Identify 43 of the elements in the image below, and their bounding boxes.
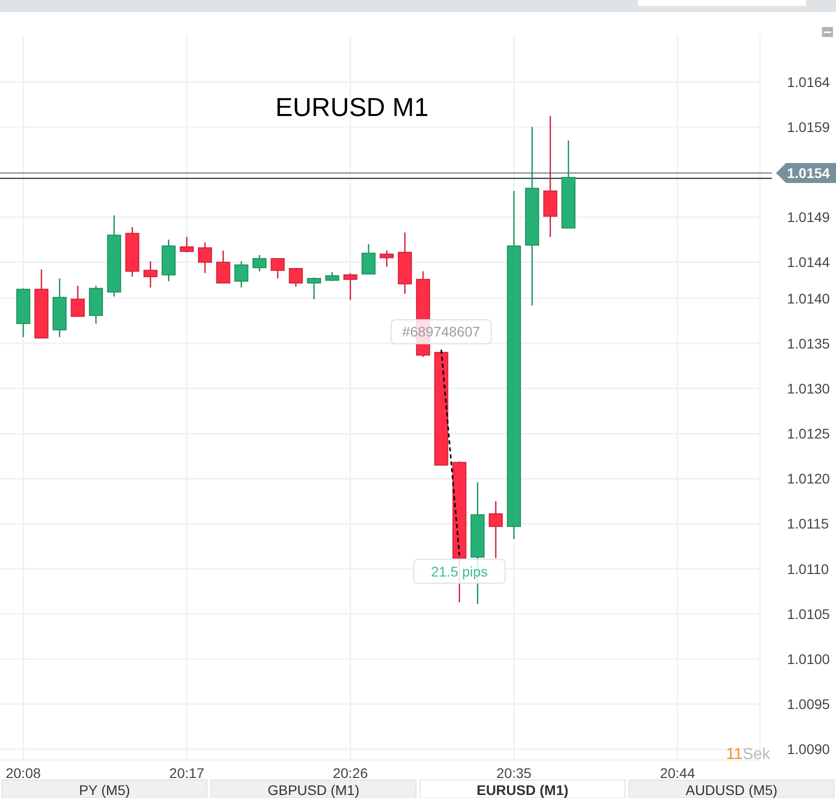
candlestick	[143, 260, 158, 288]
x-tick-label: 20:44	[660, 765, 696, 781]
annotation: 21.5 pips	[431, 563, 488, 580]
candlestick	[270, 258, 285, 280]
candlestick	[216, 250, 230, 284]
candlestick	[488, 500, 503, 559]
y-tick-label: 1.0110	[787, 560, 829, 577]
x-tick-label: 20:08	[6, 765, 41, 781]
y-tick-label: 1.0120	[787, 470, 830, 487]
y-tick-label: 1.0090	[787, 741, 830, 758]
text: GBPUSD (M1)	[268, 782, 360, 798]
x-tick-label: 20:26	[332, 765, 368, 781]
candlestick	[234, 260, 248, 288]
y-tick-label: 1.0144	[787, 254, 830, 270]
annotation: 11Sek	[726, 746, 772, 763]
candlestick	[343, 272, 358, 301]
y-tick-label: 1.0095	[787, 696, 830, 712]
text: PY (M5)	[78, 782, 130, 798]
x-tick-label: 20:35	[496, 765, 532, 781]
candlestick	[180, 236, 194, 253]
candlestick	[288, 268, 303, 288]
candlestick	[307, 276, 322, 300]
y-tick-label: 1.0149	[787, 209, 830, 226]
candlestick	[252, 254, 267, 272]
candlestick	[380, 250, 394, 268]
y-tick-label: 1.0140	[787, 290, 830, 306]
y-tick-label: 1.0115	[787, 516, 829, 532]
y-tick-label: 1.0135	[787, 335, 830, 352]
text: EURUSD (M1)	[476, 782, 568, 798]
y-tick-label: 1.0100	[787, 651, 830, 668]
candlestick	[362, 244, 376, 275]
y-tick-label: 1.0105	[787, 606, 830, 622]
y-tick-label: 1.0125	[787, 426, 830, 442]
y-tick-label: 1.0164	[787, 74, 830, 90]
y-tick-label: 1.0130	[787, 380, 830, 396]
annotation: #689748607	[402, 324, 480, 340]
ref-line-label: 1.0154	[787, 164, 830, 181]
text: AUDUSD (M5)	[686, 782, 778, 798]
y-tick-label: 1.0159	[787, 118, 830, 135]
candlestick	[70, 285, 85, 317]
candlestick	[198, 242, 212, 274]
x-tick-label: 20:17	[169, 765, 205, 781]
text: EURUSD M1	[275, 92, 429, 122]
